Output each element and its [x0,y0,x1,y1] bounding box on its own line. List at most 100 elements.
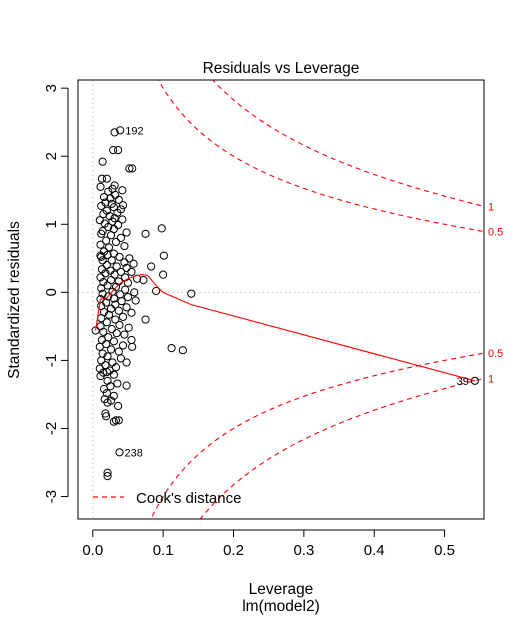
data-point [102,367,111,377]
cooks-contour-label-1-upper: 1 [488,201,494,213]
data-point [99,384,109,394]
model-subtitle: lm(model2) [242,598,320,615]
data-point [103,468,112,477]
data-point [120,258,129,267]
data-point [96,273,105,282]
x-tick-label: 0.3 [293,542,314,559]
point-label-39: 39 [457,376,469,388]
cooks-contour-label-0.5-lower: 0.5 [488,348,503,360]
data-point [109,417,118,426]
data-point [115,320,124,330]
data-point [122,228,131,237]
data-point [112,329,121,338]
data-point [109,294,118,303]
data-point [97,284,106,293]
data-point [122,358,131,367]
data-point [120,241,129,251]
data-point [103,472,112,481]
data-point [147,262,156,271]
data-point [95,216,104,225]
cooks-distance-contours [150,80,483,519]
data-point [110,128,119,137]
data-point [104,310,114,319]
data-point [128,164,137,173]
data-point [106,266,115,275]
data-point [106,194,115,203]
data-point [116,233,126,242]
y-axis-label: Standardized residuals [6,221,23,379]
data-point [98,157,107,166]
data-point [152,286,161,296]
data-point [112,262,121,271]
x-tick-label: 0.0 [82,542,103,559]
data-point [96,240,105,249]
data-point [115,252,124,262]
data-point [110,270,119,279]
cooks-contour-0.5-lower [150,352,483,519]
data-point [114,195,123,204]
data-point [114,220,123,230]
data-point [97,335,107,345]
data-points [91,126,479,481]
data-point [109,146,118,155]
data-point [130,288,139,297]
data-point [107,325,116,334]
reference-lines [78,80,484,519]
data-point [115,448,124,457]
data-point [104,222,113,232]
data-point [117,297,126,306]
data-point [106,231,116,240]
data-point [109,391,118,400]
data-point [102,412,111,421]
data-point [99,327,108,336]
cooks-contour-label-0.5-upper: 0.5 [488,227,503,239]
data-point [97,201,106,211]
data-point [96,371,105,381]
data-point [113,379,122,388]
point-label-192: 192 [125,125,143,137]
point-labels: 192 238 39 [125,125,469,459]
cooks-contour-0.5-upper [157,80,483,232]
smooth-line [95,274,475,382]
cooks-contour-labels: 0.5 0.5 1 1 [488,201,503,385]
data-point [122,303,131,312]
data-point [102,318,111,327]
data-point [127,308,136,317]
data-point [159,251,168,260]
data-point [159,270,168,279]
data-point [128,342,137,351]
data-point [108,358,117,367]
data-point [102,298,111,307]
y-tick-label: 3 [43,84,60,92]
data-point [99,192,109,202]
data-point [125,164,134,173]
cooks-contour-label-1-lower: 1 [488,373,494,385]
data-point [118,312,128,321]
data-point [121,285,130,294]
x-tick-label: 0.4 [364,542,385,559]
chart-title: Residuals vs Leverage [203,60,360,77]
data-point [116,290,125,299]
data-point [157,224,166,233]
data-point [187,289,196,298]
data-point [139,276,148,285]
data-point [114,347,123,356]
data-point [118,201,128,210]
data-point [114,401,123,411]
data-point [118,186,127,195]
y-axis: -3 -2 -1 0 1 2 3 [43,84,69,503]
x-tick-label: 0.5 [434,542,455,559]
data-point [118,215,127,224]
cooks-contour-1-upper [211,80,483,207]
data-point [127,267,136,277]
data-point [102,174,111,183]
data-point [102,261,111,270]
data-point [109,337,118,346]
x-tick-label: 0.1 [153,542,174,559]
data-point [122,381,131,390]
data-point [98,256,107,265]
data-point [111,363,121,372]
data-point [114,306,123,315]
data-point [116,354,126,363]
legend-label: Cook's distance [136,490,241,507]
